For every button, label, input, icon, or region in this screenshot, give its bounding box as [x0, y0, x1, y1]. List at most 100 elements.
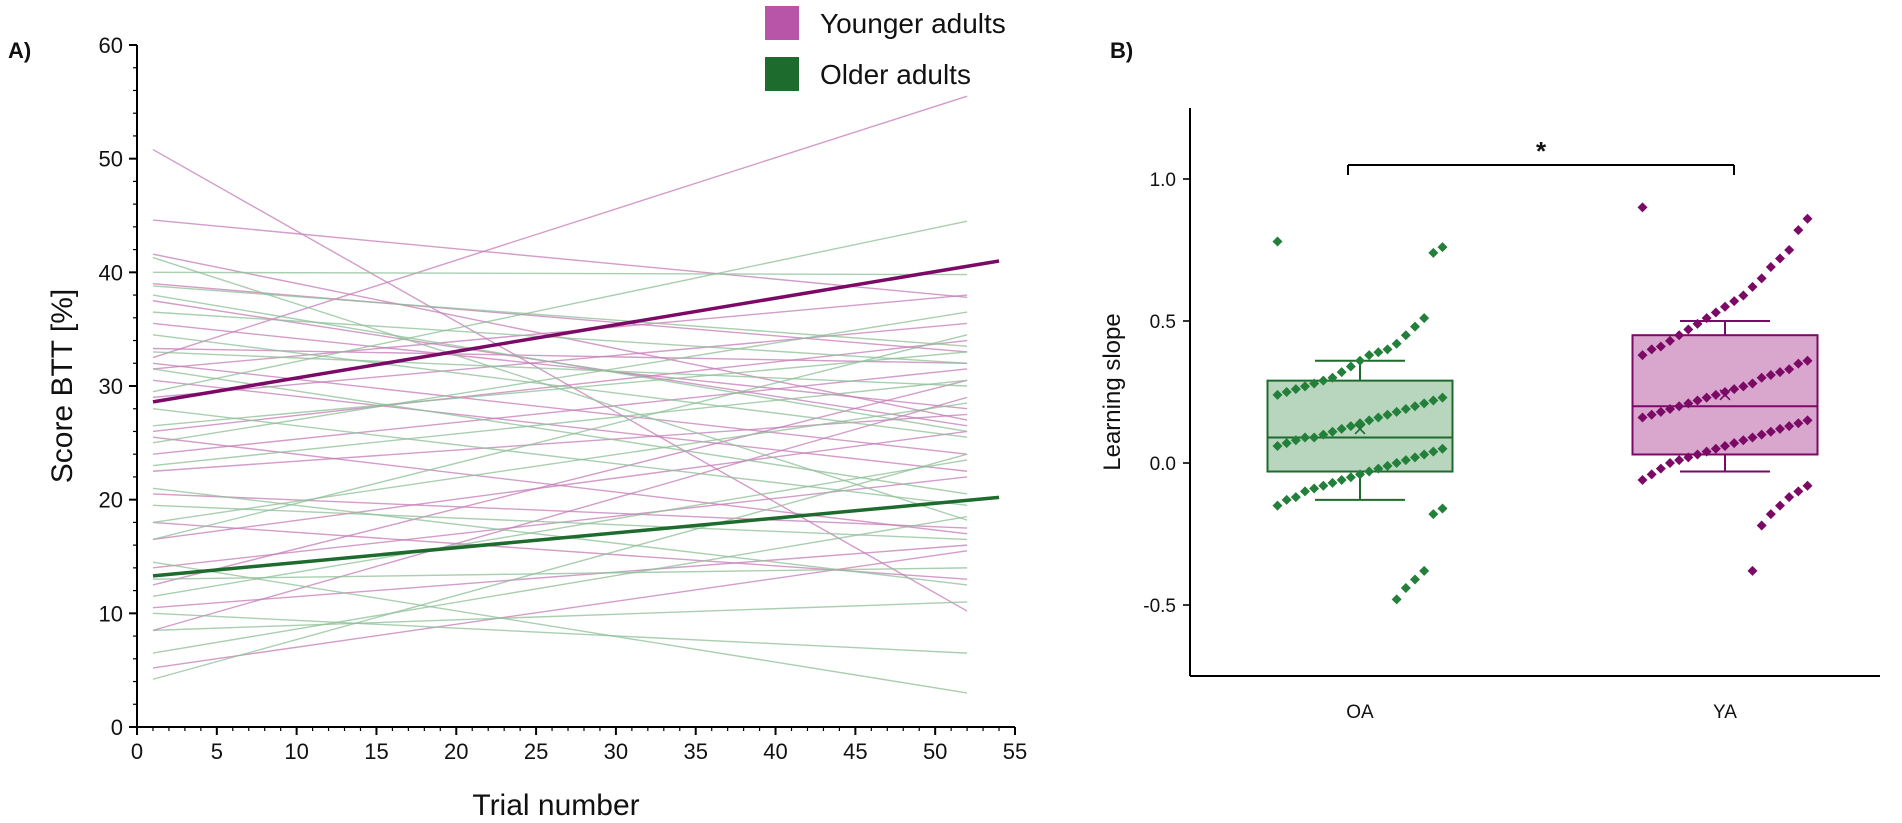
data-point-oa	[1391, 458, 1402, 468]
data-point-oa	[1290, 435, 1301, 446]
data-point-oa	[1327, 477, 1338, 488]
data-point-oa	[1437, 392, 1448, 403]
younger-individual-line	[152, 379, 968, 586]
data-point-oa	[1410, 321, 1420, 332]
data-point-ya	[1775, 367, 1785, 378]
older-individual-line	[152, 368, 968, 495]
data-point-oa	[1309, 432, 1320, 443]
panel-a-label: A)	[8, 38, 31, 63]
data-point-ya	[1738, 381, 1749, 392]
y-tick-label: 1.0	[1150, 170, 1176, 191]
data-point-oa	[1355, 469, 1365, 480]
data-point-ya	[1784, 421, 1795, 432]
data-point-oa	[1373, 412, 1384, 423]
data-point-ya	[1674, 455, 1685, 466]
data-point-ya	[1756, 429, 1767, 440]
older-individual-line	[152, 311, 968, 364]
data-point-ya	[1765, 369, 1776, 380]
y-tick-label: 0	[111, 715, 123, 740]
data-point-oa	[1419, 398, 1430, 409]
x-tick-label: 30	[604, 739, 628, 764]
data-point-ya	[1683, 324, 1694, 335]
data-point-oa	[1410, 452, 1420, 463]
data-point-oa	[1419, 313, 1430, 324]
data-point-ya	[1701, 446, 1712, 457]
data-point-ya	[1793, 418, 1804, 429]
data-point-ya	[1655, 463, 1666, 474]
data-point-oa	[1290, 492, 1301, 503]
data-point-oa	[1300, 381, 1310, 392]
x-tick-label: 20	[444, 739, 468, 764]
younger-individual-line	[152, 219, 968, 299]
data-point-oa	[1309, 378, 1320, 389]
data-point-ya	[1637, 202, 1648, 213]
data-point-oa	[1272, 389, 1283, 400]
legend: Younger adults Older adults	[765, 6, 1006, 91]
data-point-ya	[1756, 273, 1767, 284]
data-point-ya	[1674, 401, 1685, 412]
data-point-ya	[1720, 387, 1730, 397]
data-point-oa	[1355, 418, 1365, 429]
chart-b-axes: -0.5 0.0 0.5 1.0 OA YA	[1143, 108, 1880, 723]
y-tick-label: -0.5	[1143, 596, 1176, 617]
data-point-oa	[1355, 355, 1365, 366]
data-point-ya	[1646, 469, 1657, 480]
y-tick-label: 40	[99, 260, 123, 285]
data-point-oa	[1327, 426, 1338, 437]
younger-individual-line	[152, 95, 968, 359]
data-point-ya	[1637, 350, 1648, 361]
data-point-oa	[1290, 384, 1301, 395]
x-tick-label: 10	[284, 739, 308, 764]
data-point-ya	[1692, 449, 1703, 460]
x-tick-label: 55	[1003, 739, 1027, 764]
data-point-oa	[1281, 438, 1292, 449]
data-point-oa	[1327, 372, 1338, 383]
data-point-oa	[1272, 440, 1283, 451]
data-point-ya	[1747, 281, 1758, 292]
data-point-ya	[1710, 307, 1721, 318]
data-point-oa	[1364, 415, 1375, 426]
older-individual-line	[152, 220, 968, 393]
data-point-oa	[1428, 395, 1439, 406]
data-point-ya	[1802, 415, 1813, 426]
younger-adults-group-fit-line	[152, 259, 1000, 404]
data-point-ya	[1756, 520, 1767, 531]
older-individual-line	[152, 351, 968, 427]
older-individual-line	[152, 504, 968, 541]
data-point-oa	[1336, 367, 1347, 378]
older-adults-group-fit-line	[152, 495, 1000, 578]
data-point-oa	[1400, 404, 1411, 415]
younger-individual-line	[152, 493, 968, 529]
data-point-ya	[1775, 253, 1785, 264]
data-point-oa	[1318, 480, 1329, 491]
older-individual-line	[152, 459, 968, 597]
data-point-oa	[1382, 409, 1393, 420]
older-individual-line	[152, 453, 968, 680]
x-tick-label: 15	[364, 739, 388, 764]
chart-b: -0.5 0.0 0.5 1.0 OA YA * Learning slope	[1099, 108, 1880, 723]
younger-individual-line	[152, 430, 968, 541]
data-point-ya	[1793, 486, 1804, 497]
data-point-oa	[1391, 406, 1402, 417]
data-point-ya	[1665, 404, 1675, 415]
data-point-oa	[1373, 463, 1384, 474]
individual-fit-lines	[152, 95, 968, 694]
data-point-ya	[1683, 452, 1694, 463]
younger-individual-line	[152, 294, 968, 370]
younger-individual-line	[152, 550, 968, 669]
younger-individual-line	[152, 413, 968, 472]
older-individual-line	[152, 408, 968, 507]
data-point-oa	[1410, 574, 1420, 585]
data-point-oa	[1318, 429, 1329, 440]
data-point-oa	[1391, 594, 1402, 605]
y-tick-label: 60	[99, 33, 123, 58]
data-point-ya	[1784, 492, 1795, 503]
data-point-oa	[1300, 486, 1310, 497]
data-point-oa	[1391, 338, 1402, 349]
data-point-oa	[1318, 375, 1329, 386]
data-point-ya	[1646, 344, 1657, 355]
data-point-ya	[1692, 318, 1703, 329]
data-point-ya	[1784, 245, 1795, 255]
data-point-oa	[1428, 509, 1439, 520]
data-point-oa	[1419, 449, 1430, 460]
